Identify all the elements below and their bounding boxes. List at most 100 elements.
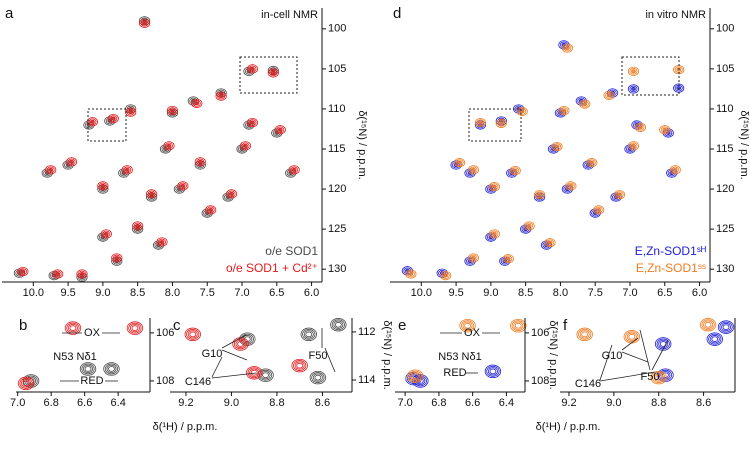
contour xyxy=(474,117,487,128)
peak xyxy=(184,327,201,342)
contour xyxy=(408,370,422,382)
peak xyxy=(634,122,647,132)
contour xyxy=(631,143,636,148)
contour xyxy=(669,165,681,175)
contour xyxy=(631,69,636,74)
contour xyxy=(490,183,499,190)
x-tick-label: 9.5 xyxy=(448,287,463,299)
contour xyxy=(511,320,525,332)
contour xyxy=(559,107,568,114)
x-tick-label: 7.5 xyxy=(200,287,215,299)
contour xyxy=(17,376,35,391)
contour xyxy=(603,90,615,100)
peak xyxy=(139,18,151,28)
contour xyxy=(579,330,590,339)
contour xyxy=(276,126,285,134)
y-tick-label: 115 xyxy=(328,143,346,155)
contour xyxy=(653,373,664,382)
x-tick-label: 7.0 xyxy=(10,397,25,409)
contour xyxy=(245,366,263,380)
contour xyxy=(606,93,612,98)
contour xyxy=(129,323,140,333)
contour xyxy=(701,319,715,331)
contour xyxy=(235,339,246,349)
contour xyxy=(83,364,94,374)
contour xyxy=(596,207,602,212)
x-tick-label: 10.0 xyxy=(23,287,44,299)
contour xyxy=(196,158,205,166)
y-tick-label: 105 xyxy=(328,63,346,75)
contour xyxy=(302,328,316,340)
contour xyxy=(156,237,168,247)
peak xyxy=(576,327,593,342)
x-tick-label: 9.0 xyxy=(483,287,498,299)
peak xyxy=(64,321,82,335)
contour xyxy=(88,118,97,126)
contour xyxy=(408,271,414,276)
peak xyxy=(246,64,259,74)
annotation: OX xyxy=(84,327,101,339)
x-tick-label: 6.6 xyxy=(77,397,92,409)
peak xyxy=(717,320,735,334)
y-tick-label: 125 xyxy=(328,223,346,235)
contour xyxy=(672,167,678,172)
contour xyxy=(331,319,345,331)
contour xyxy=(514,322,522,329)
contour xyxy=(142,21,148,26)
contour xyxy=(215,91,227,101)
contour xyxy=(103,362,120,376)
contour xyxy=(721,323,732,332)
contour xyxy=(98,182,107,190)
contour xyxy=(109,115,118,122)
contour xyxy=(722,324,730,330)
y-tick-label: 106 xyxy=(156,327,174,339)
contour xyxy=(476,119,485,126)
contour xyxy=(411,373,419,379)
annotation: C146 xyxy=(185,376,211,388)
panel-letter: d xyxy=(393,5,401,22)
contour xyxy=(564,46,570,51)
peak xyxy=(100,229,112,239)
contour xyxy=(206,206,215,214)
peak xyxy=(474,117,487,128)
contour xyxy=(81,363,95,375)
peak xyxy=(166,105,179,116)
contour xyxy=(250,120,255,125)
contour xyxy=(443,273,449,278)
leader-line xyxy=(221,334,247,349)
contour xyxy=(79,271,85,276)
contour xyxy=(106,364,117,374)
contour xyxy=(478,120,483,125)
contour xyxy=(177,181,189,191)
x-tick-label: 9.5 xyxy=(60,287,75,299)
contour xyxy=(589,160,595,165)
contour xyxy=(580,100,589,108)
contour xyxy=(180,183,186,188)
annotation: RED xyxy=(80,375,103,387)
contour xyxy=(67,158,76,166)
y-axis-label: δ(¹⁵N) / p.p.m. xyxy=(381,320,393,389)
legend-entry: E,Zn-SOD1ˢᴴ xyxy=(635,244,706,258)
contour xyxy=(628,333,636,340)
contour xyxy=(157,238,166,246)
y-tick-label: 120 xyxy=(328,183,346,195)
contour xyxy=(274,125,286,135)
leader-line xyxy=(621,351,649,363)
contour xyxy=(631,86,636,91)
x-tick-label: 7.0 xyxy=(397,397,412,409)
contour xyxy=(615,191,624,198)
contour xyxy=(139,18,151,28)
peak xyxy=(300,327,317,342)
peak xyxy=(111,253,123,263)
peak xyxy=(627,66,640,76)
contour xyxy=(330,318,347,332)
leader-line xyxy=(599,371,656,382)
contour xyxy=(717,320,735,334)
y-tick-label: 130 xyxy=(716,263,734,275)
contour xyxy=(484,364,502,379)
contour xyxy=(46,166,55,174)
contour xyxy=(126,321,144,335)
contour xyxy=(660,371,671,380)
annotation: G10 xyxy=(602,350,623,362)
contour xyxy=(613,190,626,200)
